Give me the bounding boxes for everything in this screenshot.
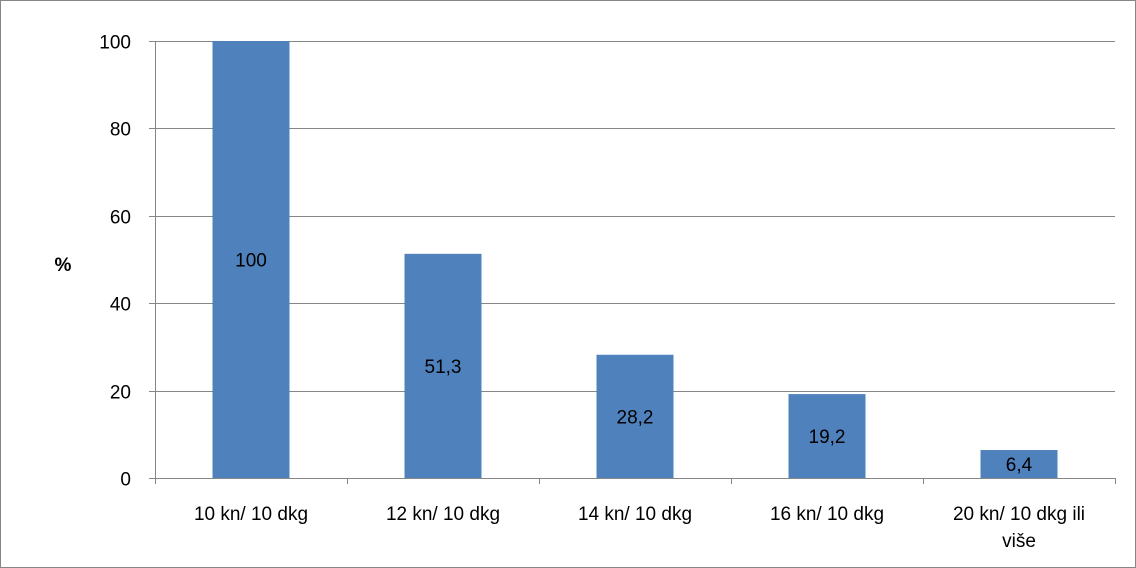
x-tick-label-line: više [1002, 531, 1036, 552]
y-tick-label: 80 [110, 120, 131, 141]
y-tick-label: 20 [110, 383, 131, 404]
data-label: 28,2 [617, 407, 654, 428]
x-tick-labels: 10 kn/ 10 dkg 12 kn/ 10 dkg 14 kn/ 10 dkg 1… [194, 504, 1085, 552]
x-tick-label-line: 10 kn/ 10 dkg [194, 504, 308, 525]
bar [596, 354, 674, 478]
y-tick-label: 40 [110, 295, 131, 316]
axes [149, 41, 1116, 484]
x-tick-label-line: 16 kn/ 10 dkg [770, 504, 884, 525]
data-label: 19,2 [809, 427, 846, 448]
bar [212, 41, 290, 478]
x-tick-label: 14 kn/ 10 dkg [578, 504, 692, 525]
x-tick-label-line: 12 kn/ 10 dkg [386, 504, 500, 525]
x-tick-label: 10 kn/ 10 dkg [194, 504, 308, 525]
x-tick-label: 16 kn/ 10 dkg [770, 504, 884, 525]
bar [404, 253, 482, 478]
y-tick-label: 60 [110, 208, 131, 229]
bar [980, 450, 1058, 478]
x-tick-label-line: 20 kn/ 10 dkg ili [953, 504, 1085, 525]
y-tick-label: 0 [120, 470, 131, 491]
y-tick-labels: 0 20 40 60 80 100 [99, 33, 131, 491]
y-tick-label: 100 [99, 33, 131, 54]
data-label: 51,3 [425, 357, 462, 378]
data-label: 6,4 [1006, 455, 1033, 476]
y-axis-label: % [55, 255, 72, 276]
x-tick-label-line: 14 kn/ 10 dkg [578, 504, 692, 525]
bar [788, 394, 866, 478]
x-tick-label: 12 kn/ 10 dkg [386, 504, 500, 525]
x-tick-label: 20 kn/ 10 dkg ili više [953, 504, 1085, 552]
data-label: 100 [235, 251, 267, 272]
data-labels: 100 51,3 28,2 19,2 6,4 [235, 251, 1032, 477]
gridlines [155, 41, 1115, 392]
bars [212, 41, 1058, 478]
